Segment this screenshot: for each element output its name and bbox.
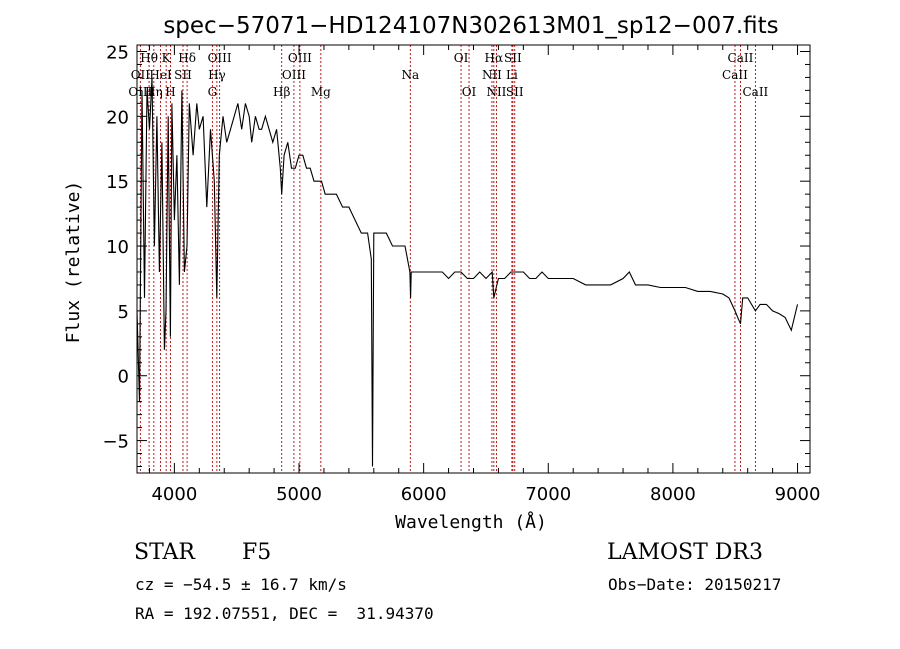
spectral-line-label: G [208,85,218,99]
spectral-line-label: Na [401,68,419,82]
y-axis-label: Flux (relative) [63,181,84,344]
x-tick-label: 4000 [151,484,197,505]
spectral-line-label: CaII [722,68,748,82]
y-tick-label: 20 [106,107,129,128]
spectral-line-label: K [162,51,172,65]
y-tick-label: 0 [118,367,129,388]
redshift-label: cz = −54.5 ± 16.7 km/s [135,575,347,594]
spectral-line-label: CaII [742,85,768,99]
spectral-line-label: Hα [485,51,504,65]
spectral-line-label: NII [482,68,502,82]
spectrum-line [136,77,799,467]
x-axis-label: Wavelength (Å) [395,511,547,533]
subclass-label: F5 [242,540,272,565]
y-tick-label: −5 [102,432,129,453]
spectral-line-label: HeI [149,68,172,82]
obs-date-label: Obs−Date: 20150217 [608,575,782,594]
x-axis: 4000 5000 6000 7000 8000 9000 [148,45,821,505]
spectral-line-label: Mg [311,85,331,99]
spectral-line-label: H [165,85,175,99]
x-tick-label: 9000 [775,484,821,505]
class-label: STAR [134,540,195,565]
spectral-line-label: OI [462,85,477,99]
spectral-line-label: Hβ [273,85,290,99]
y-axis: −5 0 5 10 15 20 25 [102,42,810,468]
spectral-line-label: SII [504,51,522,65]
spectral-line-label: OIII [282,68,306,82]
x-tick-label: 7000 [525,484,571,505]
spectral-line-label: Hδ [178,51,196,65]
x-tick-label: 6000 [401,484,447,505]
spectral-line-label: OII [131,68,151,82]
spectral-line-label: OIII [208,51,232,65]
y-tick-label: 25 [106,42,129,63]
spectral-line-label: Hθ [140,51,158,65]
spectral-line-label: NII [486,85,506,99]
spectral-line-label: SII [506,85,524,99]
y-tick-label: 15 [106,172,129,193]
spectral-line-label: SII [174,68,192,82]
spectral-line-label: CaII [728,51,754,65]
emission-line-markers [139,45,756,473]
y-tick-label: 5 [118,302,129,323]
y-tick-label: 10 [106,237,129,258]
coordinates-label: RA = 192.07551, DEC = 31.94370 [135,604,434,623]
spectral-line-label: Hη [145,85,163,99]
x-tick-label: 5000 [276,484,322,505]
plot-frame [136,44,811,474]
spectral-line-label: OIII [288,51,312,65]
spectral-line-label: OI [454,51,469,65]
survey-label: LAMOST DR3 [607,540,763,565]
spectral-line-label: Hγ [208,68,226,82]
x-tick-label: 8000 [650,484,696,505]
chart-title: spec−57071−HD124107N302613M01_sp12−007.f… [163,13,778,39]
spectral-line-label: Li [506,68,518,82]
